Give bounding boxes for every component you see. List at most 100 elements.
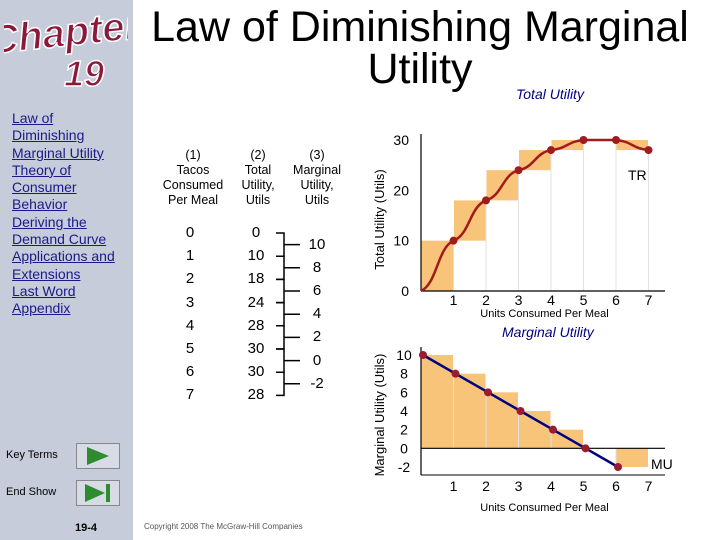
col3-header-line: Utility, (300, 178, 334, 192)
marginal-utility-cell: 2 (312, 328, 322, 346)
tu-point (482, 196, 490, 205)
sidebar-item-last-word[interactable]: Last Word (12, 282, 76, 299)
tu-point (644, 146, 653, 155)
tacos-cell: 4 (185, 316, 195, 334)
mu-x-tick-label: 7 (645, 478, 653, 494)
tu-x-tick-label: 2 (482, 292, 490, 308)
sidebar-item-deriving-demand-curve[interactable]: Deriving the Demand Curve (12, 213, 107, 248)
col2-header-line: Utils (245, 193, 271, 207)
sidebar-item-law-of-diminishing-marginal-utility[interactable]: Law of Diminishing Marginal Utility (12, 110, 104, 161)
tu-x-tick-label: 3 (515, 292, 523, 308)
key-terms-label: Key Terms (6, 449, 58, 461)
mu-y-tick-label: 0 (400, 440, 408, 456)
end-show-label: End Show (6, 486, 57, 498)
marginal-utility-cell: 8 (312, 258, 322, 276)
mu-y-tick-label: -2 (398, 459, 411, 475)
mu-y-tick-label: 2 (400, 422, 408, 438)
marginal-utility-title: Marginal Utility (502, 324, 594, 340)
col1-header-line: (1) (185, 148, 201, 162)
mu-x-tick-label: 5 (580, 478, 588, 494)
mu-y-tick-label: 8 (400, 366, 408, 382)
total-utility-title: Total Utility (516, 86, 584, 102)
sidebar-nav: Law of Diminishing Marginal Utility Theo… (12, 110, 122, 318)
tu-x-axis-label: Units Consumed Per Meal (480, 308, 608, 320)
tu-point (449, 236, 458, 245)
tu-y-tick-label: 0 (401, 283, 409, 299)
mu-x-tick-label: 2 (482, 478, 490, 494)
sidebar-item-appendix[interactable]: Appendix (12, 300, 71, 317)
total-utility-cell: 10 (247, 247, 265, 265)
total-utility-cell: 0 (251, 224, 261, 241)
mu-point (581, 444, 590, 453)
col2-header: (2) Total Utility, Utils (228, 148, 288, 208)
slide-title: Law of Diminishing Marginal Utility (151, 3, 689, 93)
marginal-utility-cell: 4 (312, 305, 322, 323)
sidebar-item-theory-of-consumer-behavior[interactable]: Theory of Consumer Behavior (12, 161, 77, 213)
col3-header-line: Utils (304, 193, 330, 207)
col3-header: (3) Marginal Utility, Utils (285, 148, 349, 208)
key-terms-button[interactable] (76, 443, 120, 469)
col2-header-line: (2) (250, 148, 266, 162)
total-utility-cell: 28 (247, 386, 265, 404)
tacos-cell: 2 (185, 270, 195, 288)
marginal-utility-cell: 6 (312, 282, 322, 299)
total-utility-cell: 28 (247, 316, 265, 334)
mu-bar (454, 373, 486, 449)
tacos-cell: 1 (185, 247, 195, 265)
tu-series-label: TR (628, 167, 647, 183)
mu-y-tick-label: 10 (396, 347, 412, 363)
skip-end-icon (85, 484, 110, 502)
tu-y-tick-label: 10 (393, 233, 409, 249)
tu-point (514, 166, 523, 175)
col1-header-line: Tacos (176, 163, 210, 177)
tu-point (579, 136, 588, 144)
marginal-utility-cell: -2 (310, 374, 324, 392)
tacos-cell: 3 (185, 293, 195, 311)
tu-point (612, 136, 620, 144)
play-icon (87, 447, 109, 465)
mu-x-tick-label: 6 (612, 478, 620, 494)
mu-x-tick-label: 3 (515, 478, 523, 494)
marginal-utility-cell: 0 (312, 351, 322, 369)
marginal-utility-cell: 10 (308, 235, 326, 253)
col1-header: (1) Tacos Consumed Per Meal (153, 148, 233, 208)
total-utility-cell: 30 (247, 340, 265, 357)
tu-x-tick-label: 4 (547, 292, 555, 308)
tu-y-tick-label: 30 (393, 132, 409, 148)
end-show-button[interactable] (76, 480, 120, 506)
tu-x-tick-label: 6 (612, 292, 620, 308)
page-number: 19-4 (75, 522, 98, 534)
total-utility-cell: 24 (247, 293, 265, 311)
mu-x-axis-label: Units Consumed Per Meal (480, 502, 608, 514)
col3-header-line: Marginal (293, 163, 341, 177)
mu-point (484, 388, 492, 397)
chapter-logo: Chapter 19 (4, 4, 128, 90)
col1-header-line: Consumed (162, 178, 224, 192)
tu-point (547, 146, 555, 155)
col2-header-line: Utility, (241, 178, 275, 192)
tu-x-tick-label: 7 (645, 292, 653, 308)
tu-y-axis-label: Total Utility (Utils) (372, 169, 387, 269)
mu-point (516, 407, 525, 415)
mu-y-axis-label: Marginal Utility (Utils) (372, 354, 387, 477)
mu-y-tick-label: 4 (400, 403, 408, 419)
sidebar: Chapter 19 Law of Diminishing Marginal U… (0, 0, 133, 540)
col2-header-line: Total (244, 163, 272, 177)
mu-x-tick-label: 4 (547, 478, 555, 494)
total-utility-cell: 18 (247, 270, 265, 288)
mu-bar (519, 411, 551, 449)
mu-point (419, 351, 427, 359)
copyright-text: Copyright 2008 The McGraw-Hill Companies (144, 522, 303, 531)
tu-y-tick-label: 20 (393, 182, 409, 198)
mu-point (451, 369, 460, 378)
col1-header-line: Per Meal (167, 193, 219, 207)
sidebar-item-applications-extensions[interactable]: Applications and Extensions (12, 248, 115, 282)
chapter-logo-number: 19 (64, 53, 104, 90)
mu-series-label: MU (651, 456, 673, 472)
total-utility-cell: 30 (247, 363, 265, 381)
tacos-cell: 7 (185, 386, 195, 404)
mu-x-tick-label: 1 (450, 478, 458, 494)
mu-point (614, 463, 622, 471)
tacos-cell: 6 (185, 363, 195, 381)
